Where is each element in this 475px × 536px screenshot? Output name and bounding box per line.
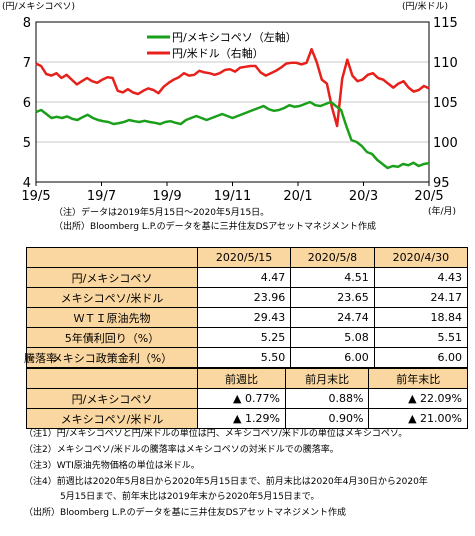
decline-table: 前週比 前月末比 前年末比 円/メキシコペソ ▲ 0.77% 0.88% ▲ 2… xyxy=(26,368,468,429)
cell: 18.84 xyxy=(373,307,469,328)
x-tick-label: 20/1 xyxy=(283,189,312,204)
footnote-1: （注1）円/メキシコペソと円/米ドルの単位は円、メキシコペソ/米ドルの単位はメキ… xyxy=(24,429,408,439)
rates-date-2: 2020/5/8 xyxy=(290,247,375,268)
right-tick-label: 115 xyxy=(433,16,458,31)
right-axis-ticks: 95 100 105 110 115 xyxy=(433,16,458,191)
table-row: メキシコペソ/米ドル 23.96 23.65 24.17 xyxy=(26,287,469,308)
rates-header-blank xyxy=(26,247,198,268)
cell: 23.65 xyxy=(290,287,375,308)
cell: 29.43 xyxy=(196,307,292,328)
row-label: 円/メキシコペソ xyxy=(26,388,198,409)
chart-source: （出所）Bloomberg L.P.のデータを基に三井住友DSアセットマネジメン… xyxy=(54,222,377,232)
right-tick-label: 100 xyxy=(433,136,458,151)
cell: ▲ 21.00% xyxy=(368,408,468,429)
row-label: 円/メキシコペソ xyxy=(26,267,198,288)
cell: 5.50 xyxy=(196,347,292,368)
table-row: ＷＴＩ原油先物 29.43 24.74 18.84 xyxy=(26,307,469,328)
cell: 4.43 xyxy=(373,267,469,288)
cell: 5.51 xyxy=(373,327,469,348)
rates-date-1: 2020/5/15 xyxy=(196,247,292,268)
row-label: ＷＴＩ原油先物 xyxy=(26,307,198,328)
decline-title: 騰落率 xyxy=(24,352,57,365)
left-tick-label: 5 xyxy=(23,136,31,151)
x-tick-label: 19/5 xyxy=(21,189,50,204)
right-tick-label: 95 xyxy=(433,176,450,191)
x-tick-label: 19/7 xyxy=(87,189,116,204)
left-tick-label: 8 xyxy=(23,16,31,31)
legend-label-mxn: 円/メキシコペソ（左軸） xyxy=(172,30,297,44)
chart-legend: 円/メキシコペソ（左軸） 円/米ドル（右軸） xyxy=(147,30,297,60)
left-tick-label: 6 xyxy=(23,96,31,111)
row-label: メキシコペソ/米ドル xyxy=(26,287,198,308)
table-row: 円/メキシコペソ ▲ 0.77% 0.88% ▲ 22.09% xyxy=(26,388,468,409)
cell: 24.17 xyxy=(373,287,469,308)
decline-header-row: 前週比 前月末比 前年末比 xyxy=(26,368,468,389)
right-axis-title: (円/米ドル) xyxy=(402,2,449,12)
x-tick-label: 20/3 xyxy=(349,189,378,204)
decline-header: 前月末比 xyxy=(284,368,370,389)
cell: 0.90% xyxy=(284,408,370,429)
series-lines xyxy=(35,47,430,170)
footnote-3: （注3）WTI原油先物価格の単位は米ドル。 xyxy=(24,461,200,471)
rates-header-row: 2020/5/15 2020/5/8 2020/4/30 xyxy=(26,247,469,268)
footnote-4: （注4）前週比は2020年5月8日から2020年5月15日まで、前月末比は202… xyxy=(24,477,428,487)
table-row: メキシコペソ/米ドル ▲ 1.29% 0.90% ▲ 21.00% xyxy=(26,408,468,429)
cell: ▲ 22.09% xyxy=(368,388,468,409)
chart-note: （注）データは2019年5月15日～2020年5月15日。 xyxy=(54,208,270,218)
series-line-mxn xyxy=(35,100,430,170)
rates-table: 2020/5/15 2020/5/8 2020/4/30 円/メキシコペソ 4.… xyxy=(26,247,469,368)
x-axis-ticks: 19/5 19/7 19/9 19/11 20/1 20/3 20/5 xyxy=(21,182,444,204)
right-tick-label: 105 xyxy=(433,96,458,111)
cell: 23.96 xyxy=(196,287,292,308)
cell: 6.00 xyxy=(290,347,375,368)
cell: 5.25 xyxy=(196,327,292,348)
rates-date-3: 2020/4/30 xyxy=(373,247,469,268)
cell: ▲ 1.29% xyxy=(197,408,286,429)
cell: 5.08 xyxy=(290,327,375,348)
cell: 24.74 xyxy=(290,307,375,328)
footnote-2: （注2）メキシコペソ/米ドルの騰落率はメキシコペソの対米ドルでの騰落率。 xyxy=(24,445,339,455)
legend-label-usd: 円/米ドル（右軸） xyxy=(172,46,264,60)
footnote-source: （出所）Bloomberg L.P.のデータを基に三井住友DSアセットマネジメン… xyxy=(24,508,347,518)
x-tick-label: 19/9 xyxy=(152,189,181,204)
x-tick-label: 20/5 xyxy=(414,189,443,204)
cell: 6.00 xyxy=(373,347,469,368)
line-chart: 4 5 6 7 8 95 100 105 110 115 19/5 19/7 19/9 19/11 20… xyxy=(21,16,458,204)
left-axis-ticks: 4 5 6 7 8 xyxy=(23,16,31,191)
chart-grid xyxy=(36,61,429,143)
cell: 4.51 xyxy=(290,267,375,288)
row-label: メキシコペソ/米ドル xyxy=(26,408,198,429)
left-axis-title: (円/メキシコペソ) xyxy=(2,2,76,12)
table-row: 円/メキシコペソ 4.47 4.51 4.43 xyxy=(26,267,469,288)
row-label: メキシコ政策金利（%） xyxy=(26,347,198,368)
decline-header: 前週比 xyxy=(197,368,286,389)
left-tick-label: 7 xyxy=(23,56,31,71)
x-unit-label: (年/月) xyxy=(428,207,457,217)
left-tick-label: 4 xyxy=(23,176,31,191)
cell: 0.88% xyxy=(284,388,370,409)
decline-header-blank xyxy=(26,368,198,389)
table-row: メキシコ政策金利（%） 5.50 6.00 6.00 xyxy=(26,347,469,368)
row-label: 5年債利回り（%） xyxy=(26,327,198,348)
table-row: 5年債利回り（%） 5.25 5.08 5.51 xyxy=(26,327,469,348)
cell: ▲ 0.77% xyxy=(197,388,286,409)
series-line-usd xyxy=(35,47,430,128)
cell: 4.47 xyxy=(196,267,292,288)
x-tick-label: 19/11 xyxy=(214,189,251,204)
decline-header: 前年末比 xyxy=(368,368,468,389)
footnote-4-cont: 5月15日まで、前年末比は2019年末から2020年5月15日まで。 xyxy=(60,492,320,502)
right-tick-label: 110 xyxy=(433,56,458,71)
